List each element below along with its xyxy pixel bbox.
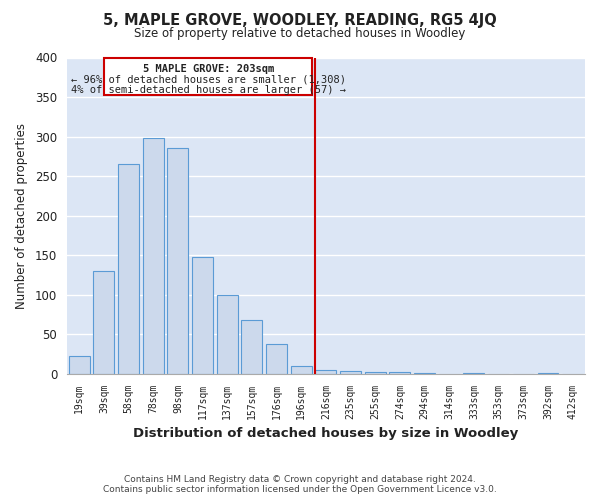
X-axis label: Distribution of detached houses by size in Woodley: Distribution of detached houses by size …	[133, 427, 518, 440]
Bar	[192, 258, 213, 374]
Bar	[340, 372, 361, 374]
Bar	[266, 344, 287, 374]
Y-axis label: Number of detached properties: Number of detached properties	[15, 122, 28, 308]
Bar	[414, 373, 435, 374]
Bar	[167, 148, 188, 374]
FancyBboxPatch shape	[104, 58, 313, 96]
Text: Size of property relative to detached houses in Woodley: Size of property relative to detached ho…	[134, 28, 466, 40]
Text: ← 96% of detached houses are smaller (1,308): ← 96% of detached houses are smaller (1,…	[71, 75, 346, 85]
Bar	[217, 294, 238, 374]
Bar	[291, 366, 312, 374]
Bar	[316, 370, 337, 374]
Text: Contains public sector information licensed under the Open Government Licence v3: Contains public sector information licen…	[103, 485, 497, 494]
Bar	[389, 372, 410, 374]
Bar	[365, 372, 386, 374]
Text: 5, MAPLE GROVE, WOODLEY, READING, RG5 4JQ: 5, MAPLE GROVE, WOODLEY, READING, RG5 4J…	[103, 12, 497, 28]
Bar	[94, 271, 115, 374]
Bar	[463, 373, 484, 374]
Bar	[69, 356, 90, 374]
Bar	[118, 164, 139, 374]
Bar	[241, 320, 262, 374]
Bar	[143, 138, 164, 374]
Text: Contains HM Land Registry data © Crown copyright and database right 2024.: Contains HM Land Registry data © Crown c…	[124, 475, 476, 484]
Bar	[538, 373, 559, 374]
Text: 5 MAPLE GROVE: 203sqm: 5 MAPLE GROVE: 203sqm	[143, 64, 274, 74]
Text: 4% of semi-detached houses are larger (57) →: 4% of semi-detached houses are larger (5…	[71, 85, 346, 95]
